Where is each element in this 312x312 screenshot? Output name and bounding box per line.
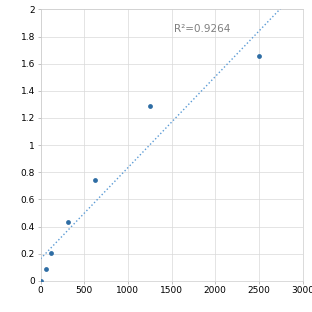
Point [49,251,54,256]
Point [44,267,49,272]
Point [147,104,152,109]
Point [256,54,261,59]
Point [66,219,71,224]
Point [38,278,43,283]
Text: R²=0.9264: R²=0.9264 [174,24,231,34]
Point [93,177,98,182]
